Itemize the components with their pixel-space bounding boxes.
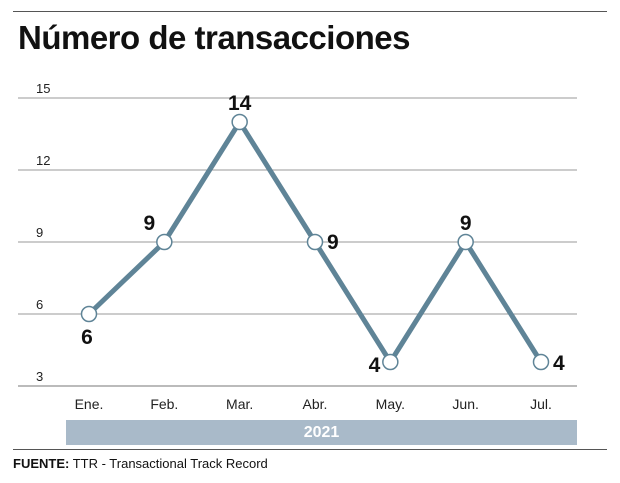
data-label: 9 bbox=[327, 231, 339, 254]
year-band: 2021 bbox=[66, 420, 577, 445]
source-label: FUENTE: bbox=[13, 456, 70, 471]
bottom-rule bbox=[13, 449, 607, 450]
y-axis-ticks: 15 12 9 6 3 bbox=[36, 81, 50, 384]
data-label: 9 bbox=[143, 212, 155, 235]
x-tick-label: Mar. bbox=[226, 396, 253, 412]
data-points bbox=[80, 113, 550, 371]
y-tick-label: 12 bbox=[36, 153, 50, 168]
chart-title: Número de transacciones bbox=[18, 19, 410, 56]
data-label: 9 bbox=[460, 212, 472, 235]
source-text: TTR - Transactional Track Record bbox=[69, 456, 268, 471]
data-point bbox=[80, 305, 98, 323]
data-point bbox=[457, 233, 474, 251]
x-tick-label: Jul. bbox=[530, 396, 552, 412]
top-rule bbox=[13, 11, 607, 12]
data-labels: 6 9 14 9 4 9 4 bbox=[81, 92, 565, 377]
x-axis-ticks: Ene. Feb. Mar. Abr. May. Jun. Jul. bbox=[75, 396, 552, 412]
data-label: 6 bbox=[81, 326, 93, 349]
data-point bbox=[156, 233, 173, 251]
data-point bbox=[382, 353, 399, 371]
gridlines bbox=[18, 97, 577, 387]
y-tick-label: 15 bbox=[36, 81, 50, 96]
data-point bbox=[532, 353, 550, 371]
data-label: 14 bbox=[228, 92, 252, 115]
x-tick-label: Jun. bbox=[452, 396, 478, 412]
data-point bbox=[231, 113, 248, 131]
data-point bbox=[306, 233, 324, 251]
data-label: 4 bbox=[369, 354, 381, 377]
y-tick-label: 6 bbox=[36, 297, 43, 312]
x-tick-label: Feb. bbox=[150, 396, 178, 412]
data-label: 4 bbox=[553, 352, 565, 375]
y-tick-label: 3 bbox=[36, 369, 43, 384]
x-tick-label: May. bbox=[376, 396, 405, 412]
y-tick-label: 9 bbox=[36, 225, 43, 240]
x-tick-label: Abr. bbox=[303, 396, 328, 412]
source-note: FUENTE: TTR - Transactional Track Record bbox=[13, 456, 268, 472]
x-tick-label: Ene. bbox=[75, 396, 104, 412]
